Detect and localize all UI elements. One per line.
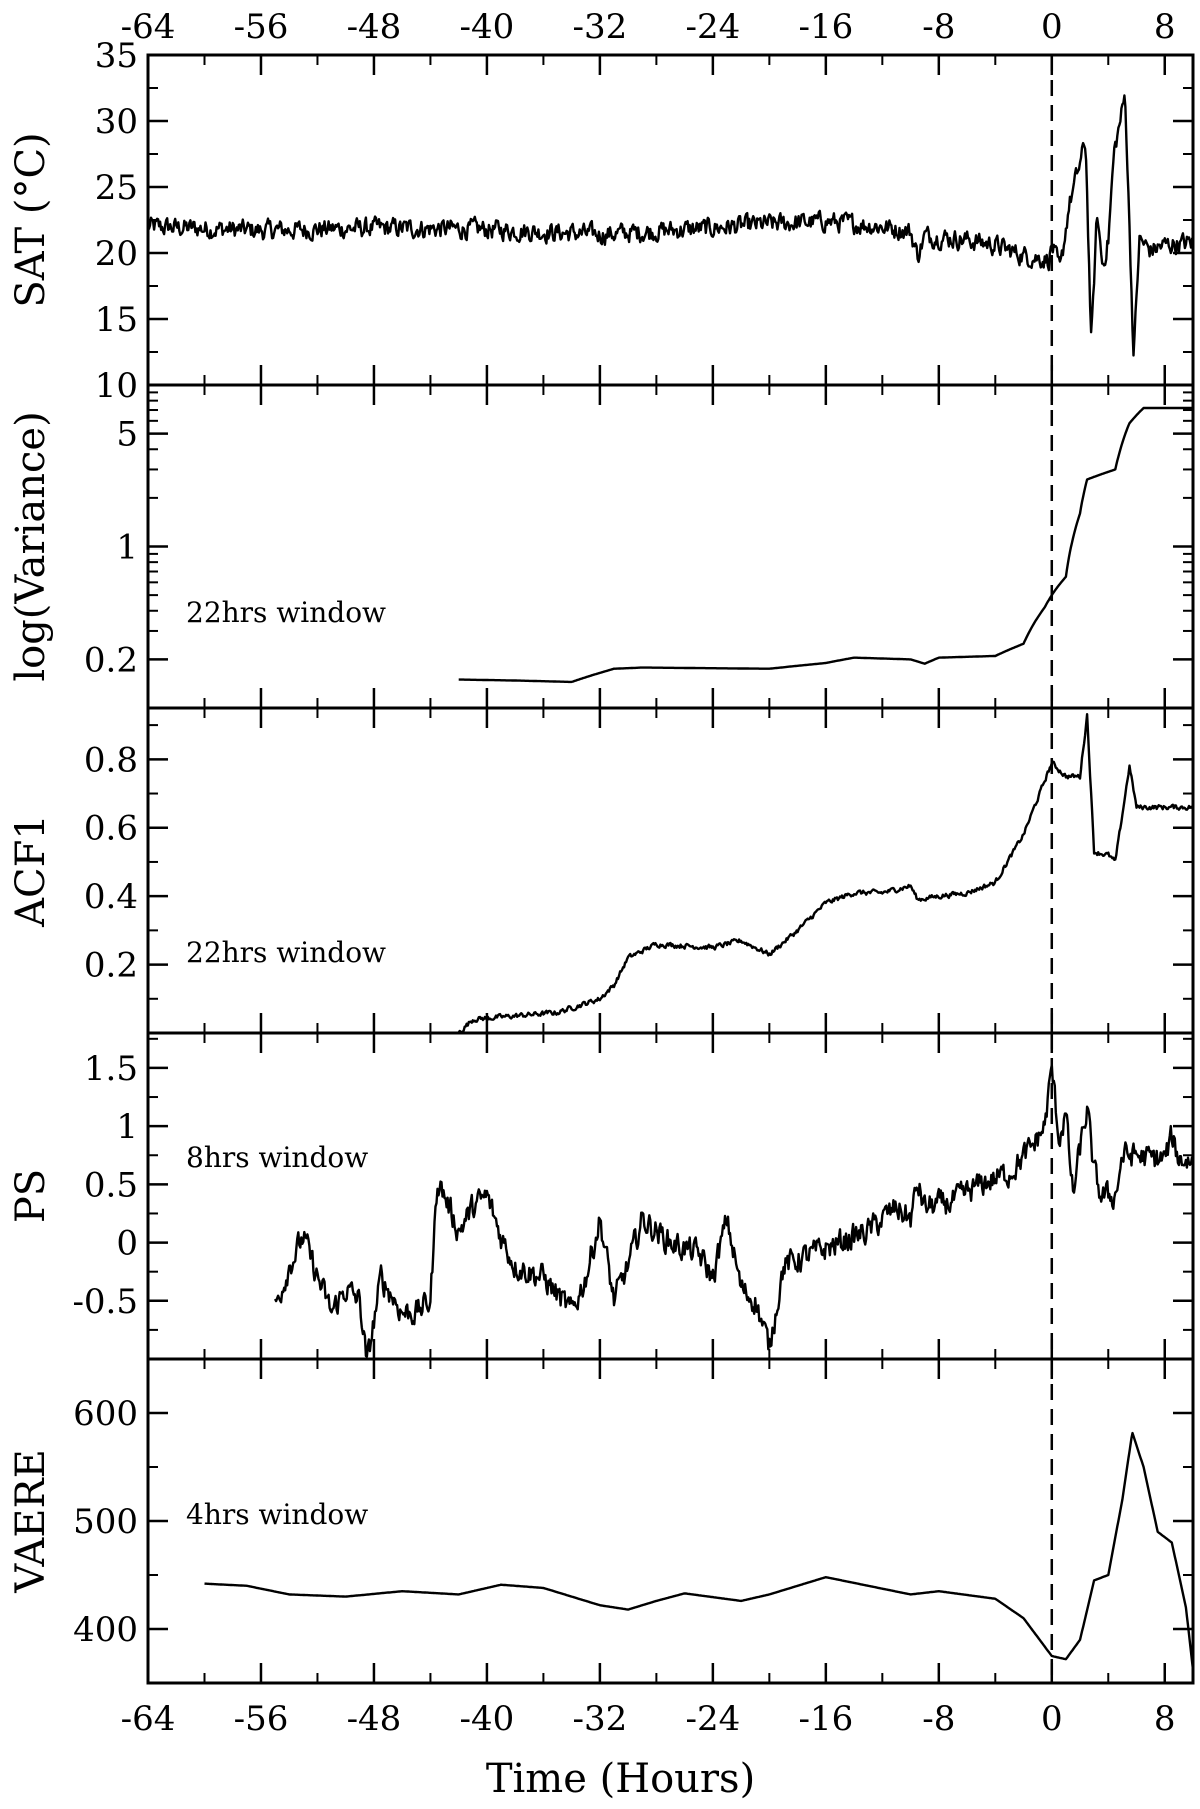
y-tick-label-sat: 30 xyxy=(95,102,138,142)
x-tick-label-bottom: -64 xyxy=(121,1699,176,1739)
y-tick-label-acf1: 0.6 xyxy=(84,809,138,849)
y-axis-title-acf1: ACF1 xyxy=(8,814,54,928)
y-axis-title-vaere: VAERE xyxy=(8,1449,54,1594)
y-tick-label-variance: 1 xyxy=(116,528,138,568)
panel-frame-variance xyxy=(146,383,1195,710)
series-line-acf1 xyxy=(457,713,1194,1034)
x-tick-label-bottom: -16 xyxy=(798,1699,853,1739)
series-line-sat xyxy=(146,94,1195,357)
x-tick-label-bottom: 0 xyxy=(1041,1699,1063,1739)
y-tick-label-ps: 0.5 xyxy=(84,1165,138,1205)
y-tick-label-acf1: 0.2 xyxy=(84,946,138,986)
panel-frame-acf1 xyxy=(146,706,1195,1035)
y-tick-label-acf1: 0.8 xyxy=(84,740,138,780)
y-axis-title-ps: PS xyxy=(8,1169,54,1223)
x-tick-label-bottom: -24 xyxy=(685,1699,740,1739)
x-tick-label-top: -24 xyxy=(685,7,740,47)
x-tick-label-top: -64 xyxy=(121,7,176,47)
x-tick-label-top: -16 xyxy=(798,7,853,47)
y-tick-label-ps: -0.5 xyxy=(72,1282,138,1322)
y-tick-label-sat: 20 xyxy=(95,234,138,274)
panel-frame-ps xyxy=(146,1031,1195,1361)
window-annotation-variance: 22hrs window xyxy=(186,596,386,629)
y-tick-label-vaere: 600 xyxy=(73,1394,138,1434)
x-tick-label-top: -8 xyxy=(922,7,955,47)
series-line-ps xyxy=(274,1063,1195,1358)
x-tick-label-bottom: -32 xyxy=(573,1699,628,1739)
x-tick-label-top: -48 xyxy=(347,7,402,47)
y-tick-label-variance: 0.2 xyxy=(84,640,138,680)
x-tick-label-top: -32 xyxy=(573,7,628,47)
window-annotation-acf1: 22hrs window xyxy=(186,936,386,969)
x-axis-title: Time (Hours) xyxy=(486,1756,755,1802)
y-tick-label-vaere: 400 xyxy=(73,1610,138,1650)
x-tick-label-top: -56 xyxy=(234,7,289,47)
window-annotation-ps: 8hrs window xyxy=(186,1141,368,1174)
y-tick-label-ps: 1 xyxy=(116,1107,138,1147)
y-tick-label-sat: 10 xyxy=(95,366,138,406)
x-tick-label-top: -40 xyxy=(460,7,515,47)
y-axis-title-variance: log(Variance) xyxy=(8,411,54,681)
y-tick-label-ps: 1.5 xyxy=(84,1049,138,1089)
x-tick-label-bottom: -56 xyxy=(234,1699,289,1739)
panel-frame-sat xyxy=(146,53,1195,387)
series-line-variance xyxy=(458,406,1194,684)
y-axis-title-sat: SAT (°C) xyxy=(8,132,54,307)
x-tick-label-bottom: -8 xyxy=(922,1699,955,1739)
y-tick-label-sat: 15 xyxy=(95,300,138,340)
y-tick-label-ps: 0 xyxy=(116,1224,138,1264)
y-tick-label-variance: 5 xyxy=(116,415,138,455)
x-tick-label-top: 0 xyxy=(1041,7,1063,47)
window-annotation-vaere: 4hrs window xyxy=(186,1498,368,1531)
y-tick-label-vaere: 500 xyxy=(73,1502,138,1542)
x-tick-label-bottom: -40 xyxy=(460,1699,515,1739)
y-tick-label-sat: 25 xyxy=(95,168,138,208)
x-tick-label-bottom: 8 xyxy=(1154,1699,1176,1739)
y-tick-label-sat: 35 xyxy=(95,36,138,76)
y-tick-label-acf1: 0.4 xyxy=(84,877,138,917)
series-line-vaere xyxy=(204,1431,1195,1671)
x-tick-label-top: 8 xyxy=(1154,7,1176,47)
x-tick-label-bottom: -48 xyxy=(347,1699,402,1739)
